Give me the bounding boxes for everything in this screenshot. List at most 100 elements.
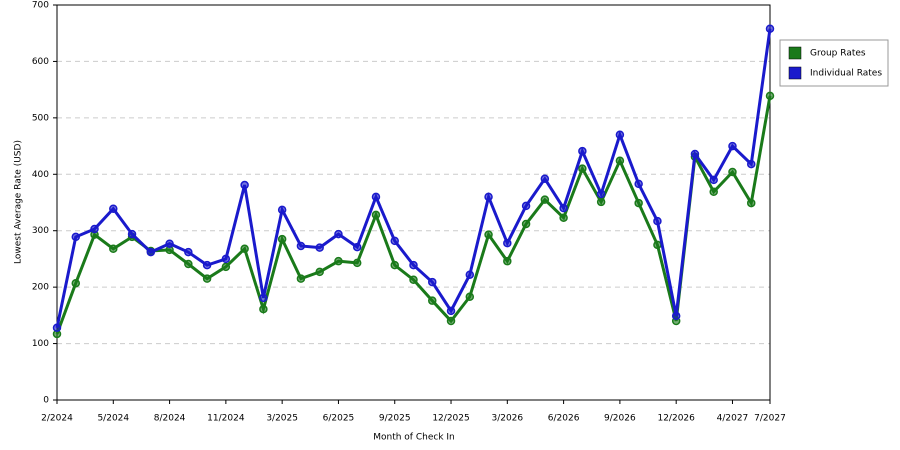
data-point (409, 275, 418, 285)
x-tick-label: 5/2024 (97, 414, 129, 424)
data-point (334, 256, 343, 266)
y-tick-label: 100 (32, 339, 49, 349)
x-tick-label: 7/2027 (754, 414, 786, 424)
data-point (746, 159, 756, 169)
data-point (146, 247, 156, 257)
data-point (578, 146, 587, 156)
data-point (315, 243, 324, 252)
data-point (521, 219, 531, 229)
data-point (671, 311, 681, 321)
x-axis-label: Month of Check In (373, 433, 455, 443)
data-point (240, 244, 249, 254)
data-point (428, 277, 437, 287)
y-tick-label: 500 (32, 113, 49, 123)
data-point (559, 203, 568, 213)
y-tick-label: 700 (32, 1, 49, 11)
y-tick-label: 600 (32, 57, 49, 67)
data-point (428, 296, 437, 305)
x-tick-label: 12/2025 (432, 414, 469, 424)
data-point (259, 304, 268, 314)
data-point (184, 247, 193, 257)
data-point (540, 195, 550, 204)
data-point (765, 91, 775, 101)
data-point (127, 229, 137, 239)
data-point (315, 267, 324, 277)
data-point (690, 149, 700, 159)
data-point (578, 164, 587, 173)
data-point (709, 175, 718, 185)
y-tick-label: 0 (43, 396, 49, 406)
data-point (765, 24, 775, 33)
legend-swatch (788, 46, 802, 60)
data-point (615, 156, 625, 165)
data-point (184, 259, 193, 269)
data-point (259, 293, 268, 303)
data-point (484, 192, 493, 202)
legend-label: Group Rates (810, 49, 866, 59)
data-point (615, 130, 625, 140)
data-point (559, 213, 568, 222)
data-point (746, 198, 756, 208)
x-tick-label: 12/2026 (657, 414, 695, 424)
data-point (371, 210, 381, 220)
plot-frame (56, 4, 771, 401)
data-point (653, 240, 662, 250)
data-point (202, 274, 212, 283)
x-tick-label: 8/2024 (154, 414, 186, 424)
y-tick-label: 200 (32, 283, 49, 293)
data-point (90, 224, 99, 234)
legend-swatch (788, 66, 802, 80)
x-tick-label: 11/2024 (207, 414, 245, 424)
data-point (240, 180, 249, 190)
data-point (390, 236, 399, 246)
data-point (446, 316, 456, 326)
data-point (352, 242, 362, 252)
legend-label: Individual Rates (810, 69, 882, 79)
data-point (390, 260, 399, 270)
data-point (521, 201, 531, 211)
data-point (596, 197, 606, 207)
x-tick-label: 3/2025 (266, 414, 298, 424)
x-tick-label: 4/2027 (717, 414, 749, 424)
data-point (277, 234, 287, 244)
data-point (109, 204, 118, 213)
data-point (277, 205, 287, 215)
data-point (634, 179, 643, 189)
data-point (109, 244, 118, 254)
x-tick-label: 9/2025 (379, 414, 411, 424)
data-point (296, 274, 306, 283)
data-point (71, 278, 81, 288)
y-axis-label: Lowest Average Rate (USD) (14, 140, 24, 264)
data-point (503, 238, 512, 248)
x-tick-label: 3/2026 (491, 414, 523, 424)
data-point (540, 174, 550, 184)
data-point (221, 262, 231, 272)
y-tick-label: 300 (32, 226, 49, 236)
data-point (634, 198, 643, 208)
data-point (71, 232, 81, 242)
data-point (371, 192, 381, 202)
data-point (503, 256, 512, 266)
data-point (352, 258, 362, 268)
series-line (55, 95, 772, 335)
data-point (446, 306, 456, 316)
data-point (484, 230, 493, 239)
data-point (165, 239, 174, 248)
x-tick-label: 6/2025 (323, 414, 355, 424)
x-tick-label: 2/2024 (41, 414, 73, 424)
data-point (728, 141, 737, 151)
data-point (653, 216, 662, 226)
data-point (465, 270, 475, 279)
data-point (202, 260, 212, 270)
data-point (296, 241, 306, 251)
data-point (334, 229, 343, 239)
data-point (728, 167, 737, 177)
y-tick-label: 400 (32, 170, 49, 180)
data-point (409, 260, 418, 270)
x-tick-label: 6/2026 (548, 414, 580, 424)
data-point (221, 254, 231, 264)
data-point (52, 323, 62, 333)
data-point (596, 189, 606, 199)
data-point (465, 292, 475, 301)
